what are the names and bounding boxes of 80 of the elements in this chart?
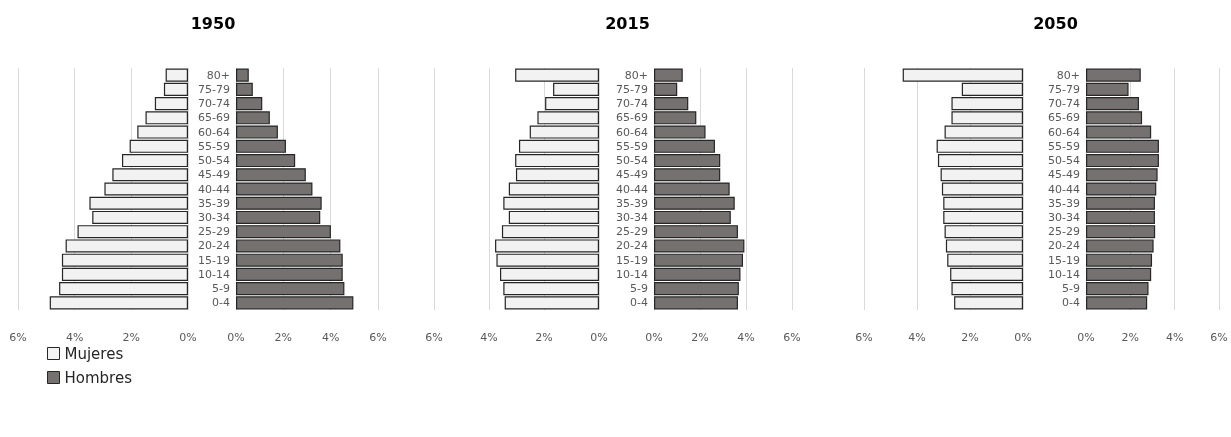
x-tick-label: 0% [645,331,663,344]
x-tick-label: 2% [1121,331,1140,344]
y-tick-label: 35-39 [1048,196,1080,210]
y-tick-label: 60-64 [198,125,230,139]
x-tick-label: 4% [480,331,498,344]
x-tick-label: 4% [737,331,755,344]
y-tick-label: 40-44 [616,182,648,196]
legend-label: Mujeres [64,344,124,363]
x-tick-label: 4% [908,331,926,344]
y-tick-label: 65-69 [1048,111,1080,125]
y-tick-label: 70-74 [616,97,648,111]
y-tick-label: 10-14 [198,267,230,281]
y-tick-label: 5-9 [1062,282,1080,296]
y-tick-label: 25-29 [198,225,230,239]
legend-label: Hombres [64,368,133,387]
x-tick-label: 6% [855,331,873,344]
y-tick-label: 15-19 [1048,253,1080,267]
y-tick-label: 65-69 [616,111,648,125]
y-tick-label: 35-39 [616,196,648,210]
x-tick-label: 2% [122,331,141,344]
x-tick-label: 2% [691,331,709,344]
y-tick-label: 25-29 [1048,225,1080,239]
y-tick-label: 20-24 [1048,239,1080,253]
x-tick-label: 0% [179,331,197,344]
y-tick-label: 0-4 [630,296,648,310]
y-tick-label: 45-49 [616,168,648,182]
x-tick-label: 2% [535,331,553,344]
y-tick-label: 20-24 [198,239,230,253]
y-tick-label: 75-79 [198,82,230,96]
y-tick-label: 5-9 [630,282,648,296]
y-tick-label: 80+ [1056,68,1080,82]
y-tick-label: 50-54 [1048,154,1080,168]
y-tick-label: 60-64 [616,125,648,139]
x-tick-label: 0% [1077,331,1095,344]
y-tick-label: 55-59 [616,139,648,153]
y-tick-label: 50-54 [616,154,648,168]
y-tick-label: 65-69 [198,111,230,125]
y-tick-label: 45-49 [1048,168,1080,182]
y-tick-label: 80+ [624,68,648,82]
x-tick-label: 4% [1165,331,1184,344]
x-tick-label: 6% [369,331,387,344]
y-tick-label: 55-59 [1048,139,1080,153]
x-tick-label: 6% [783,331,801,344]
x-tick-label: 2% [274,331,293,344]
y-tick-label: 50-54 [198,154,230,168]
y-tick-label: 70-74 [1048,97,1080,111]
y-tick-label: 75-79 [1048,82,1080,96]
chart-title: 1950 [190,13,236,33]
y-tick-label: 0-4 [212,296,230,310]
x-tick-label: 2% [961,331,979,344]
x-tick-label: 0% [1014,331,1032,344]
y-tick-label: 30-34 [198,210,230,224]
chart-title: 2015 [605,13,650,33]
x-tick-label: 6% [9,331,27,344]
x-tick-label: 0% [590,331,608,344]
y-tick-label: 10-14 [616,267,648,281]
y-tick-label: 10-14 [1048,267,1080,281]
y-tick-label: 0-4 [1062,296,1080,310]
y-tick-label: 45-49 [198,168,230,182]
y-tick-label: 55-59 [198,139,230,153]
y-tick-label: 60-64 [1048,125,1080,139]
y-tick-label: 25-29 [616,225,648,239]
y-tick-label: 40-44 [1048,182,1080,196]
x-tick-label: 6% [425,331,443,344]
y-tick-label: 30-34 [1048,210,1080,224]
y-tick-label: 20-24 [616,239,648,253]
y-tick-label: 15-19 [616,253,648,267]
x-tick-label: 4% [65,331,84,344]
y-tick-label: 40-44 [198,182,230,196]
y-tick-label: 80+ [206,68,230,82]
y-tick-label: 15-19 [198,253,230,267]
y-tick-label: 30-34 [616,210,648,224]
y-tick-label: 75-79 [616,82,648,96]
y-tick-label: 5-9 [212,282,230,296]
y-tick-label: 35-39 [198,196,230,210]
text: 2050 [1033,13,1078,33]
x-tick-label: 0% [227,331,245,344]
x-tick-label: 4% [321,331,340,344]
y-tick-label: 70-74 [198,97,230,111]
x-tick-label: 6% [1210,331,1228,344]
